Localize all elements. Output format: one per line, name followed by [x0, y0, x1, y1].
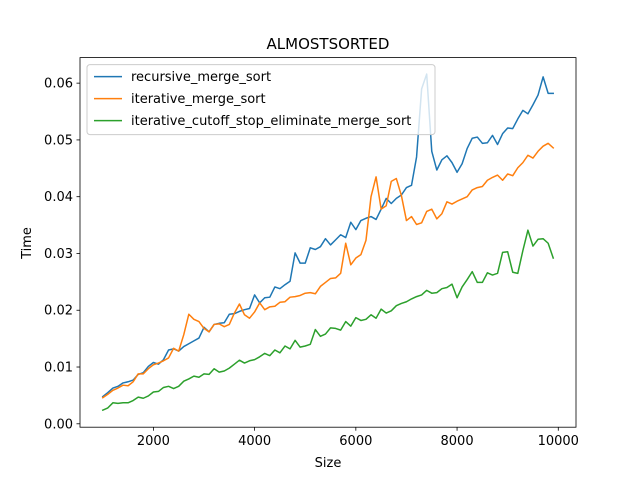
x-tick-label: 4000: [238, 434, 271, 449]
x-tick-label: 2000: [137, 434, 170, 449]
series-line-2: [101, 142, 555, 399]
legend-box: [86, 64, 436, 136]
x-tick-label: 8000: [441, 434, 474, 449]
y-tick-label: 0.05: [44, 133, 73, 148]
y-tick-label: 0.00: [44, 417, 73, 432]
legend-label: iterative_merge_sort: [131, 92, 266, 107]
axes-layer: 2000 4000 6000 8000 10000 0.00 0.01 0.02 0.03 0.0…: [44, 57, 579, 449]
x-tick-label: 6000: [339, 434, 372, 449]
y-tick-label: 0.06: [44, 77, 73, 92]
x-axis-label: Size: [315, 456, 342, 471]
legend: recursive_merge_sort iterative_merge_sort…: [86, 64, 436, 136]
y-tick-label: 0.01: [44, 361, 73, 376]
chart-title: ALMOSTSORTED: [267, 35, 390, 53]
axes-frame: [79, 57, 577, 428]
series-layer: [101, 73, 555, 412]
series-line-3: [101, 229, 555, 412]
legend-label: iterative_cutoff_stop_eliminate_merge_so…: [131, 114, 411, 129]
y-axis-label: Time: [20, 227, 35, 260]
legend-label: recursive_merge_sort: [131, 70, 271, 85]
x-tick-label: 10000: [538, 434, 579, 449]
y-tick-label: 0.04: [44, 190, 73, 205]
y-tick-label: 0.03: [44, 247, 73, 262]
y-tick-label: 0.02: [44, 304, 73, 319]
